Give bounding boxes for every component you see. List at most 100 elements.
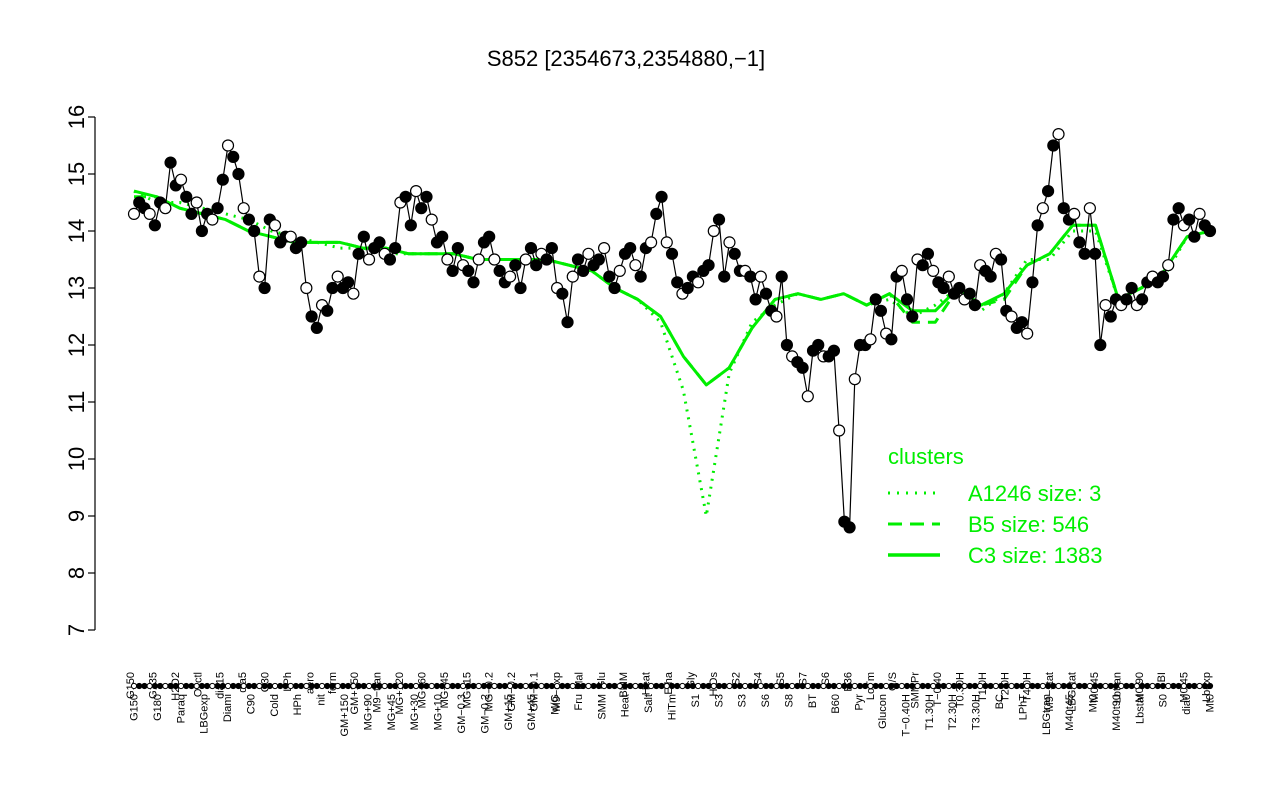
data-point: [775, 270, 788, 283]
x-marker: [971, 682, 979, 690]
data-point: [937, 281, 950, 295]
x-marker: [1154, 682, 1161, 690]
x-marker: [261, 682, 268, 690]
data-point: [483, 230, 496, 243]
x-marker: [277, 682, 284, 690]
data-point: [1068, 207, 1081, 220]
data-point: [895, 264, 908, 277]
data-point: [425, 213, 438, 226]
x-tick-label-bottom: Pyr: [854, 694, 866, 711]
data-point: [1052, 128, 1065, 141]
data-point: [728, 247, 741, 260]
x-marker: [371, 682, 378, 690]
data-point: [242, 213, 256, 226]
x-marker: [1128, 682, 1135, 690]
data-point: [984, 270, 997, 283]
data-point: [373, 236, 386, 249]
x-marker: [956, 682, 963, 690]
x-tick-label-bottom: nit: [316, 694, 328, 706]
x-marker: [177, 682, 185, 690]
x-marker: [883, 682, 890, 690]
data-point: [796, 361, 809, 374]
data-point: [963, 287, 976, 300]
x-marker: [945, 682, 952, 690]
x-marker: [679, 682, 686, 690]
x-marker: [997, 682, 1005, 690]
x-marker: [1060, 682, 1067, 690]
data-point: [1094, 338, 1107, 352]
data-point: [1172, 202, 1185, 215]
data-point: [712, 213, 726, 226]
data-point: [472, 253, 485, 266]
x-marker: [339, 682, 347, 690]
x-marker: [219, 682, 226, 690]
x-marker: [318, 682, 326, 690]
data-point: [127, 207, 141, 220]
x-marker: [271, 682, 279, 690]
cluster-line-solid: [133, 189, 1211, 387]
data-point: [441, 253, 454, 266]
x-tick-label-bottom: GM+150: [339, 694, 351, 737]
y-tick-label: 8: [64, 567, 89, 579]
data-point: [1041, 185, 1055, 198]
x-marker: [324, 682, 331, 690]
x-tick-label-top: dia5: [237, 672, 249, 693]
x-marker: [789, 682, 796, 690]
x-marker: [674, 682, 681, 690]
legend-label-c3: C3 size: 1383: [968, 543, 1103, 568]
x-tick-label-bottom: Diami: [222, 694, 234, 722]
x-marker: [1149, 682, 1156, 690]
x-tick-label-top: S4: [753, 672, 765, 685]
x-marker: [1039, 682, 1046, 690]
x-marker: [1029, 682, 1036, 690]
x-marker: [747, 682, 754, 690]
data-point: [258, 281, 271, 295]
data-point: [326, 281, 339, 295]
x-marker: [501, 682, 508, 690]
x-marker: [392, 682, 399, 690]
data-point: [362, 253, 376, 266]
x-tick-label-bottom: T−0.40H: [900, 694, 912, 737]
x-marker: [1118, 682, 1125, 690]
x-marker: [251, 682, 258, 690]
x-marker: [930, 682, 937, 690]
data-point: [185, 207, 198, 220]
x-marker: [188, 682, 195, 690]
x-marker: [648, 682, 655, 690]
x-tick-label-bottom: HPh: [292, 694, 304, 715]
x-marker: [867, 682, 874, 690]
data-point: [206, 213, 219, 226]
x-tick-label-bottom: Cold: [269, 694, 281, 717]
x-marker: [256, 682, 263, 690]
x-marker: [496, 682, 503, 690]
data-point: [1031, 219, 1044, 232]
data-point: [1005, 310, 1018, 323]
data-point: [519, 253, 532, 266]
x-marker: [538, 682, 545, 690]
x-marker: [512, 682, 519, 690]
x-tick-label-top: M9−stat: [1044, 672, 1056, 711]
x-tick-label-bottom: C90: [245, 694, 257, 714]
chart-title: S852 [2354673,2354880,−1]: [487, 46, 765, 71]
x-marker: [590, 682, 597, 690]
x-marker: [689, 682, 696, 690]
x-marker: [1175, 682, 1182, 690]
data-point: [300, 281, 313, 295]
data-point: [190, 196, 203, 209]
data-point: [352, 247, 365, 260]
x-marker: [877, 682, 885, 690]
x-tick-label-bottom: HiTm: [667, 694, 679, 720]
x-marker: [627, 682, 634, 690]
x-marker: [924, 682, 932, 690]
x-marker: [130, 682, 138, 690]
x-tick-label-bottom: S3: [737, 694, 749, 707]
data-point: [545, 242, 558, 255]
x-marker: [642, 682, 649, 690]
x-marker: [491, 682, 498, 690]
x-marker: [804, 682, 811, 690]
data-point: [420, 190, 433, 203]
x-tick-label-top: LBGstat: [1067, 672, 1079, 712]
x-tick-label-bottom: B60: [830, 694, 842, 714]
x-marker: [632, 682, 639, 690]
